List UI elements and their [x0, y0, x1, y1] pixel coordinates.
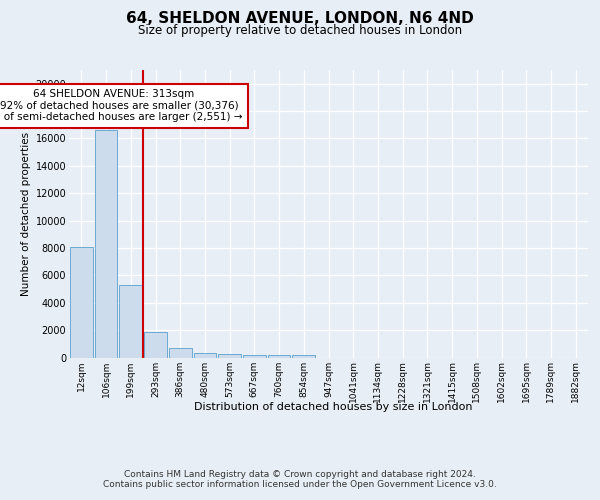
Bar [218, 354, 241, 358]
Bar [169, 348, 191, 358]
Bar [119, 285, 142, 358]
Bar [243, 355, 266, 358]
Bar [268, 355, 290, 358]
Text: Distribution of detached houses by size in London: Distribution of detached houses by size … [194, 402, 472, 412]
Bar [292, 356, 315, 358]
Text: 64 SHELDON AVENUE: 313sqm
← 92% of detached houses are smaller (30,376)
8% of se: 64 SHELDON AVENUE: 313sqm ← 92% of detac… [0, 89, 243, 122]
Text: 64, SHELDON AVENUE, LONDON, N6 4ND: 64, SHELDON AVENUE, LONDON, N6 4ND [126, 11, 474, 26]
Bar [144, 332, 167, 357]
Text: Contains HM Land Registry data © Crown copyright and database right 2024.
Contai: Contains HM Land Registry data © Crown c… [103, 470, 497, 489]
Y-axis label: Number of detached properties: Number of detached properties [22, 132, 31, 296]
Text: Size of property relative to detached houses in London: Size of property relative to detached ho… [138, 24, 462, 37]
Bar [95, 130, 118, 358]
Bar [194, 353, 216, 358]
Bar [70, 246, 93, 358]
